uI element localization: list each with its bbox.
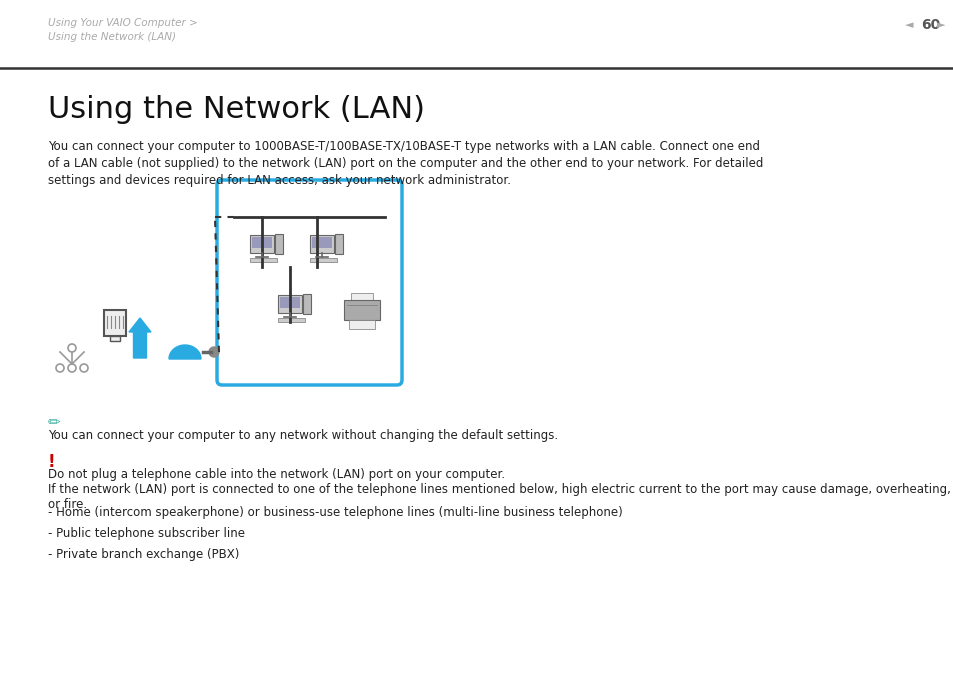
- Text: settings and devices required for LAN access, ask your network administrator.: settings and devices required for LAN ac…: [48, 174, 511, 187]
- Bar: [250, 235, 274, 253]
- Bar: [278, 317, 305, 322]
- Text: You can connect your computer to 1000BASE-T/100BASE-TX/10BASE-T type networks wi: You can connect your computer to 1000BAS…: [48, 140, 760, 153]
- Bar: [278, 295, 301, 313]
- Circle shape: [209, 347, 219, 357]
- Bar: [252, 237, 272, 247]
- Bar: [104, 310, 126, 336]
- Text: Using Your VAIO Computer >: Using Your VAIO Computer >: [48, 18, 197, 28]
- Text: Using the Network (LAN): Using the Network (LAN): [48, 95, 424, 124]
- Bar: [344, 300, 379, 319]
- Bar: [312, 237, 332, 247]
- Text: of a LAN cable (not supplied) to the network (LAN) port on the computer and the : of a LAN cable (not supplied) to the net…: [48, 157, 762, 170]
- Bar: [110, 336, 120, 341]
- Bar: [280, 297, 299, 307]
- FancyArrow shape: [129, 318, 151, 358]
- Text: You can connect your computer to any network without changing the default settin: You can connect your computer to any net…: [48, 429, 558, 442]
- Polygon shape: [169, 345, 201, 359]
- Bar: [310, 235, 334, 253]
- Text: ✏: ✏: [48, 415, 61, 430]
- Bar: [274, 234, 282, 254]
- Bar: [310, 257, 337, 262]
- Text: 60: 60: [920, 18, 940, 32]
- Text: - Home (intercom speakerphone) or business-use telephone lines (multi-line busin: - Home (intercom speakerphone) or busine…: [48, 506, 622, 519]
- Bar: [349, 319, 375, 329]
- Text: - Private branch exchange (PBX): - Private branch exchange (PBX): [48, 548, 239, 561]
- Text: !: !: [48, 453, 55, 471]
- Text: Using the Network (LAN): Using the Network (LAN): [48, 32, 175, 42]
- Text: ►: ►: [936, 20, 944, 30]
- Bar: [250, 257, 277, 262]
- Text: ◄: ◄: [904, 20, 913, 30]
- FancyBboxPatch shape: [216, 180, 401, 385]
- Text: Do not plug a telephone cable into the network (LAN) port on your computer.: Do not plug a telephone cable into the n…: [48, 468, 504, 481]
- Bar: [302, 294, 311, 314]
- Bar: [335, 234, 342, 254]
- Text: If the network (LAN) port is connected to one of the telephone lines mentioned b: If the network (LAN) port is connected t…: [48, 483, 950, 496]
- Text: - Public telephone subscriber line: - Public telephone subscriber line: [48, 527, 245, 540]
- Text: or fire.: or fire.: [48, 498, 87, 511]
- Bar: [351, 293, 373, 305]
